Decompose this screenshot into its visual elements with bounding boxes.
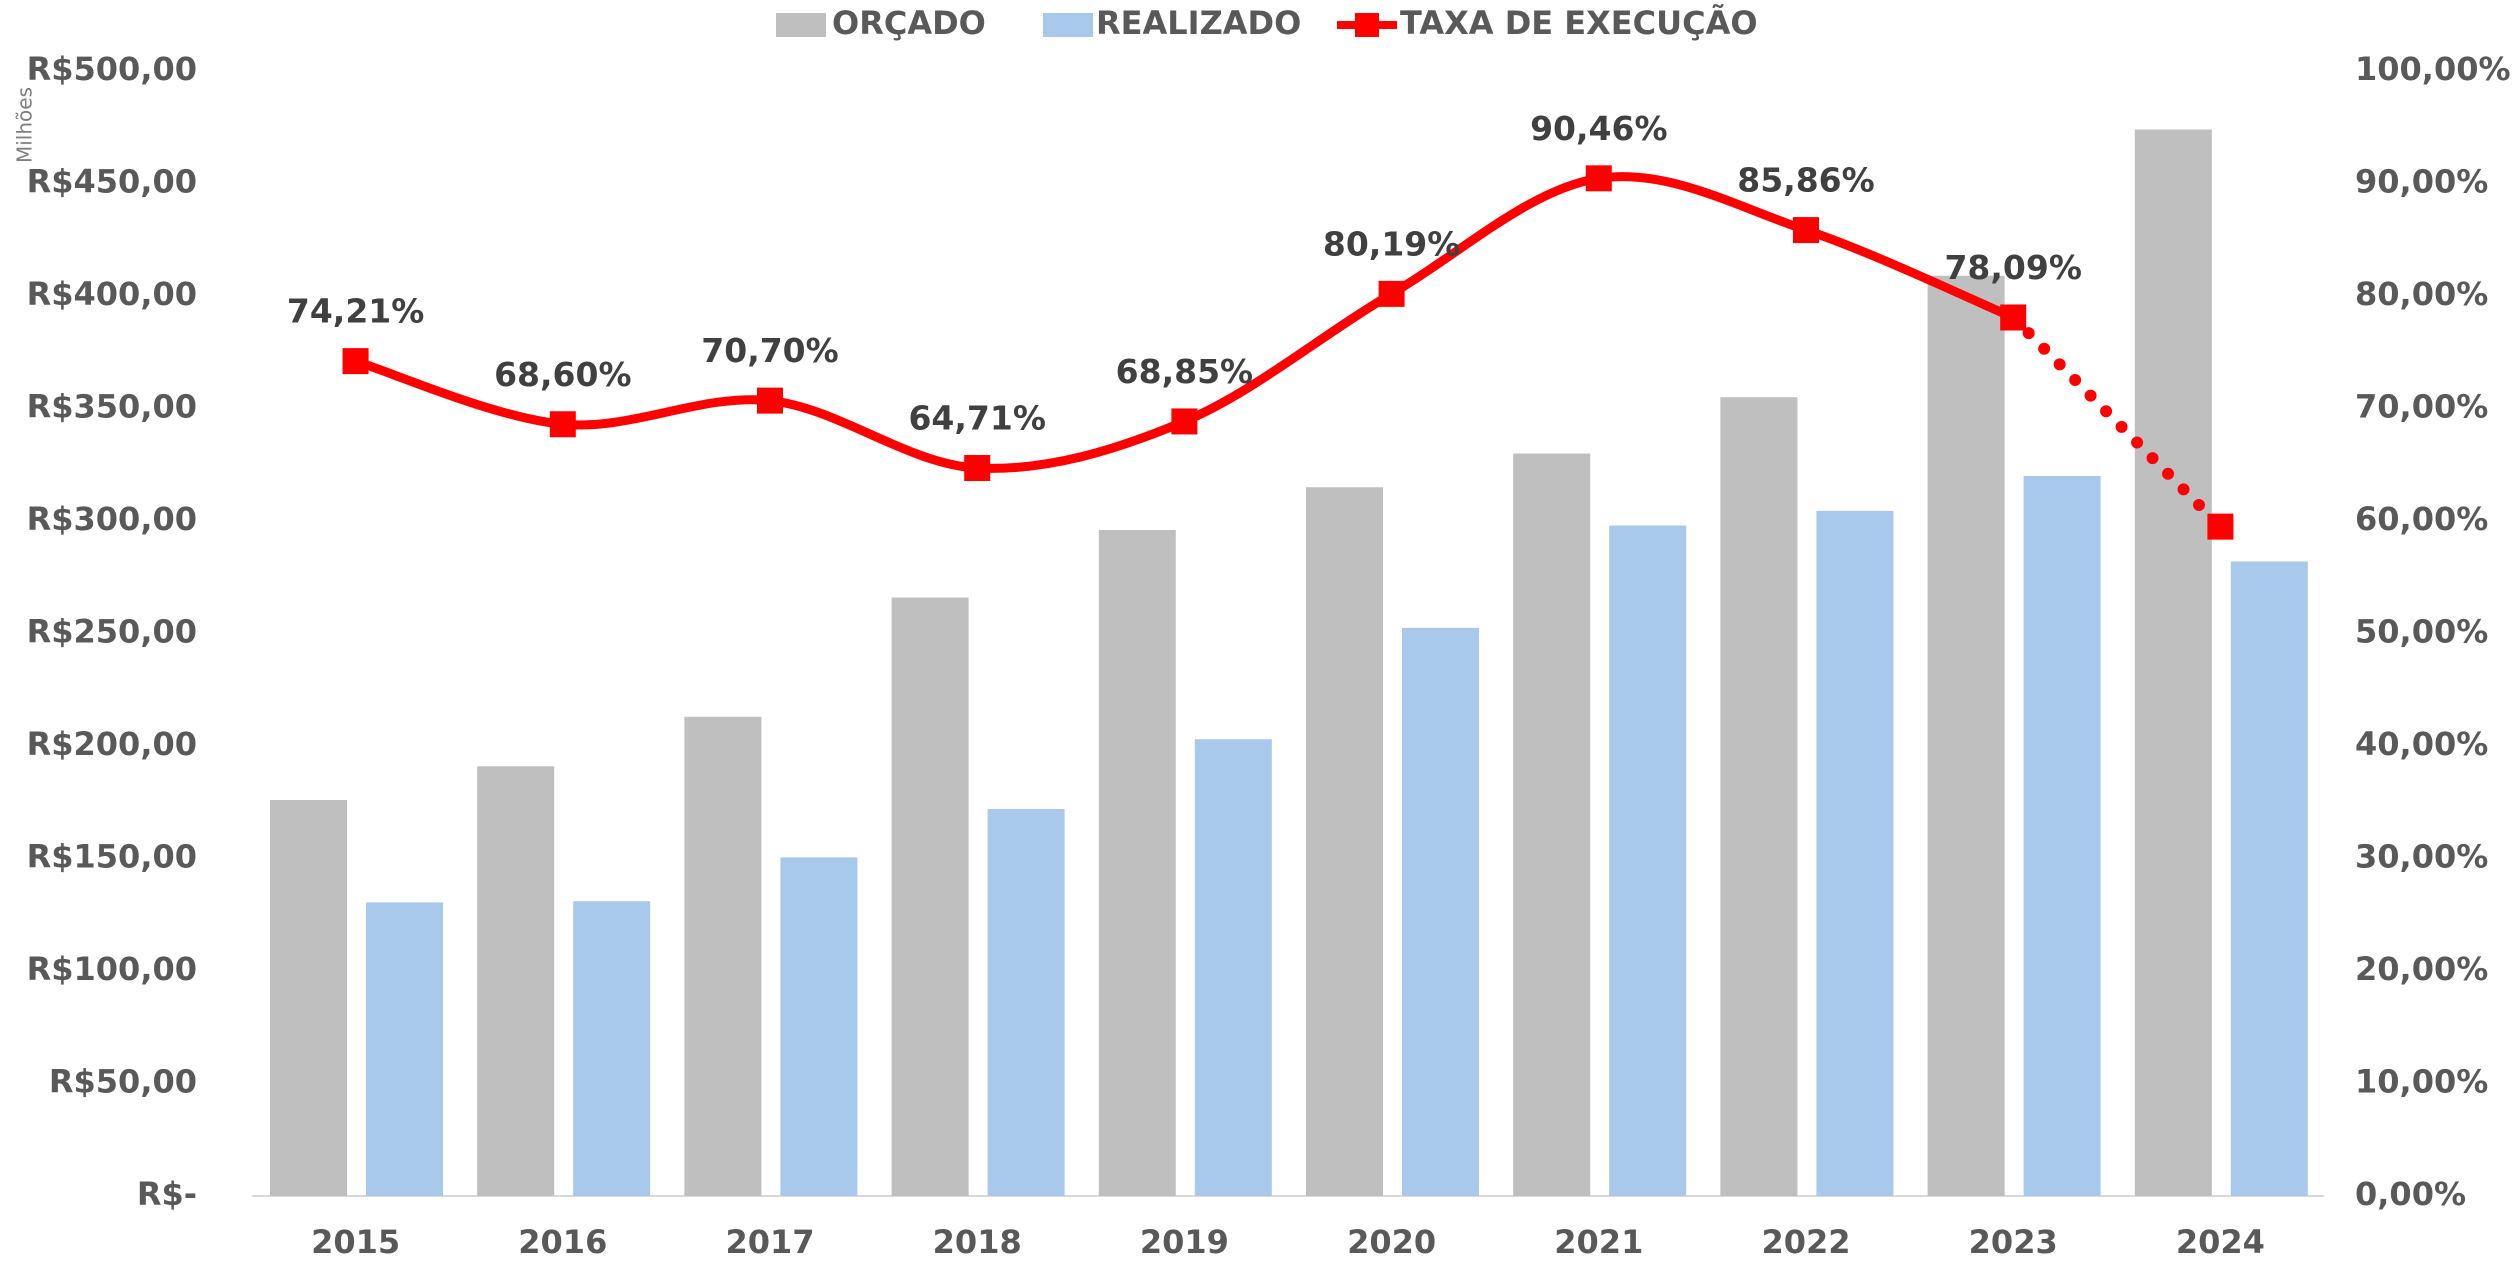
y2-tick-label: 30,00% [2355, 838, 2488, 876]
data-label: 78,09% [1944, 248, 2081, 287]
y2-tick-label: 90,00% [2355, 163, 2488, 201]
y-axis-label: Milhões [13, 87, 37, 163]
legend-swatch [1043, 13, 1093, 37]
line-projection [2007, 311, 2227, 533]
x-tick-label: 2021 [1554, 1223, 1643, 1261]
x-tick-label: 2015 [311, 1223, 400, 1261]
y-tick-label: R$300,00 [27, 500, 197, 538]
legend-label: ORÇADO [832, 4, 986, 42]
bar [1816, 510, 1894, 1196]
bar [1194, 739, 1272, 1196]
bar [1098, 530, 1176, 1196]
y-tick-label: R$- [137, 1175, 197, 1213]
data-label: 80,19% [1323, 224, 1460, 263]
data-label: 70,70% [701, 331, 838, 370]
bar [270, 800, 347, 1196]
bar [780, 857, 858, 1196]
y-tick-label: R$500,00 [27, 50, 197, 88]
bar [891, 597, 969, 1196]
data-label: 68,60% [494, 355, 631, 394]
bar [366, 902, 443, 1196]
y2-tick-label: 20,00% [2355, 950, 2488, 988]
point [1171, 408, 1198, 435]
point [964, 455, 991, 482]
y2-tick-label: 70,00% [2355, 388, 2488, 426]
x-tick-label: 2024 [2176, 1223, 2265, 1261]
bar [1609, 525, 1687, 1196]
data-label: 64,71% [908, 399, 1045, 438]
x-tick-label: 2022 [1761, 1223, 1850, 1261]
point [1378, 280, 1405, 307]
data-label: 85,86% [1737, 161, 1874, 200]
point [549, 411, 576, 438]
y2-tick-label: 0,00% [2355, 1175, 2466, 1213]
point [1585, 165, 1612, 192]
y2-tick-label: 100,00% [2355, 50, 2511, 88]
bar [573, 901, 651, 1196]
bar [2134, 129, 2212, 1196]
data-label: 74,21% [287, 292, 424, 331]
bar [987, 809, 1065, 1196]
y-tick-label: R$150,00 [27, 838, 197, 876]
bar [684, 716, 762, 1196]
bar [1720, 397, 1798, 1196]
point [757, 387, 783, 414]
bar [1306, 487, 1383, 1196]
data-label: 90,46% [1530, 109, 1667, 148]
y2-tick-label: 40,00% [2355, 725, 2488, 763]
bar [2230, 561, 2308, 1196]
y-tick-label: R$350,00 [27, 388, 197, 426]
bar [477, 766, 555, 1196]
legend-label: TAXA DE EXECUÇÃO [1400, 4, 1758, 42]
y2-tick-label: 60,00% [2355, 500, 2488, 538]
y-tick-label: R$100,00 [27, 950, 197, 988]
y2-tick-label: 10,00% [2355, 1063, 2488, 1101]
point [2207, 513, 2234, 540]
x-tick-label: 2017 [725, 1223, 814, 1261]
x-tick-label: 2019 [1140, 1223, 1229, 1261]
y-tick-label: R$250,00 [27, 613, 197, 651]
bar [1402, 627, 1479, 1196]
point [1793, 217, 1819, 244]
y-tick-label: R$400,00 [27, 275, 197, 313]
legend-label: REALIZADO [1096, 4, 1301, 42]
bar [1927, 275, 2005, 1196]
bar [1513, 453, 1591, 1196]
x-tick-label: 2016 [518, 1223, 607, 1261]
y-tick-label: R$50,00 [49, 1063, 197, 1101]
legend-marker [1355, 13, 1379, 37]
y2-tick-label: 50,00% [2355, 613, 2488, 651]
point [2000, 304, 2027, 331]
y2-tick-label: 80,00% [2355, 275, 2488, 313]
x-tick-label: 2020 [1347, 1223, 1436, 1261]
y-tick-label: R$200,00 [27, 725, 197, 763]
bar [2023, 476, 2101, 1196]
data-label: 68,85% [1116, 352, 1253, 391]
x-tick-label: 2023 [1969, 1223, 2058, 1261]
legend-swatch [776, 13, 826, 37]
x-tick-label: 2018 [933, 1223, 1022, 1261]
point [342, 348, 369, 375]
y-tick-label: R$450,00 [27, 163, 197, 201]
